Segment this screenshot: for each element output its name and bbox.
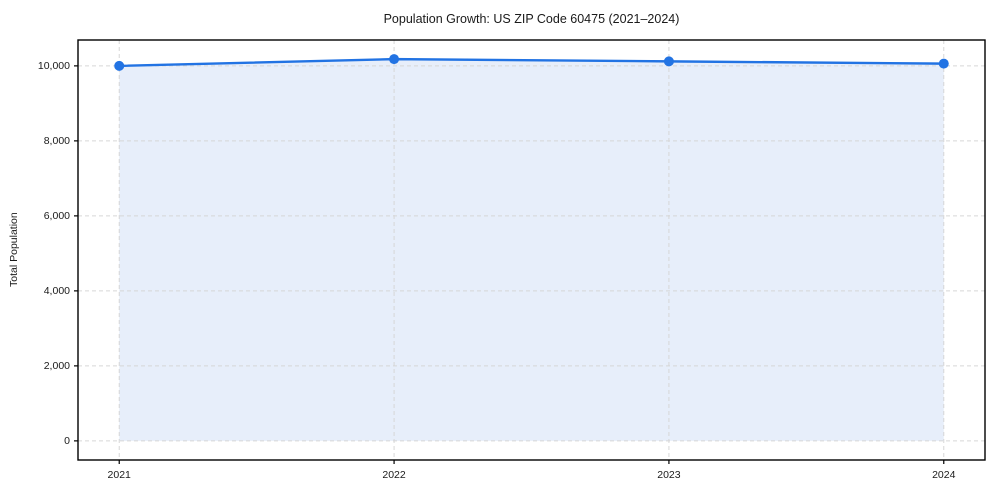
data-point-marker xyxy=(663,56,674,67)
x-tick-label: 2022 xyxy=(382,469,406,481)
x-tick-label: 2021 xyxy=(107,469,131,481)
data-point-marker xyxy=(114,60,125,71)
y-tick-label: 8,000 xyxy=(43,134,70,147)
y-tick-label: 2,000 xyxy=(43,359,70,372)
chart-title: Population Growth: US ZIP Code 60475 (20… xyxy=(383,12,680,26)
y-tick-label: 10,000 xyxy=(37,59,70,72)
y-tick-label: 0 xyxy=(64,434,70,447)
x-tick-label: 2023 xyxy=(657,469,681,481)
area-fill xyxy=(119,59,944,441)
data-point-marker xyxy=(389,54,400,65)
data-line xyxy=(118,57,945,68)
y-tick-label: 4,000 xyxy=(43,284,70,297)
plot-frame xyxy=(77,39,986,461)
x-tick-label: 2024 xyxy=(932,469,956,481)
y-tick-label: 6,000 xyxy=(43,209,70,222)
data-point-marker xyxy=(938,58,949,69)
